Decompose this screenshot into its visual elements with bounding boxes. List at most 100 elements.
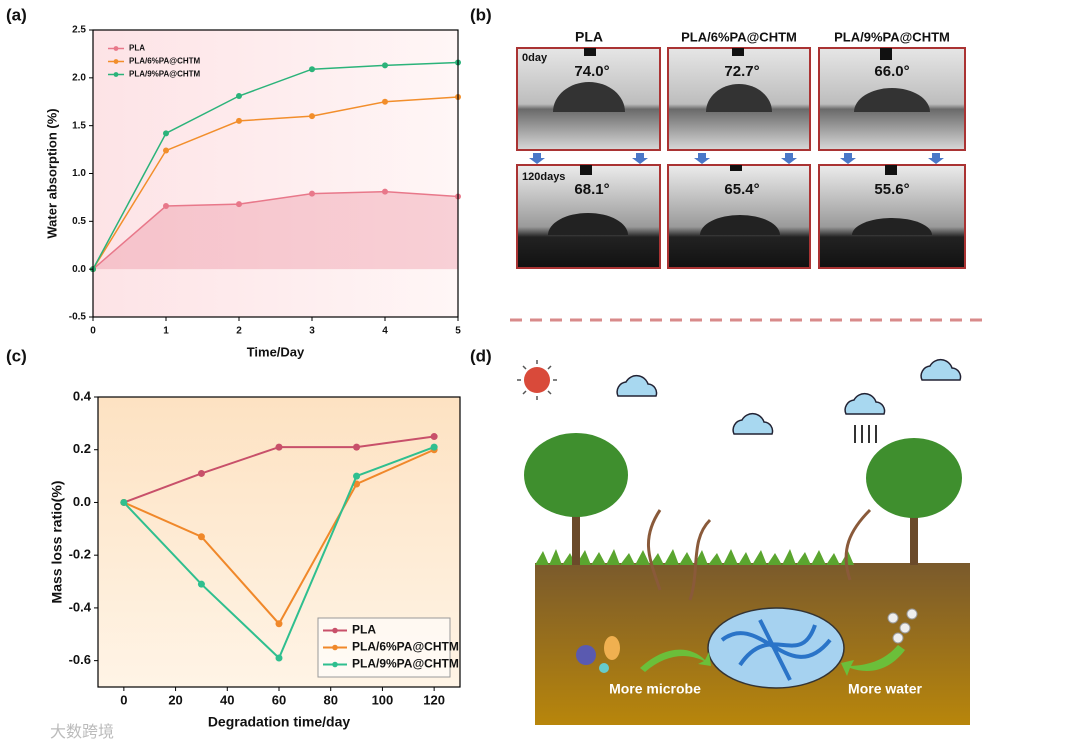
- x-tick-label: 40: [220, 692, 234, 707]
- column-header: PLA/6%PA@CHTM: [681, 29, 797, 44]
- y-axis-label: Mass loss ratio(%): [49, 481, 65, 604]
- x-tick-label: 0: [120, 692, 127, 707]
- polymer-chains: [720, 619, 832, 681]
- needle: [580, 165, 592, 175]
- droplet: [548, 213, 628, 235]
- row-label: 120days: [522, 171, 565, 183]
- charts: 0 1 2 3 4 5 -0.5 0.0 0.5 1.0 1.5 2.0 2.5 Time/Day Wate…: [44, 25, 461, 730]
- y-tick-label: -0.5: [69, 312, 87, 323]
- panel-label: (d): [470, 346, 492, 365]
- y-tick-label: 0.2: [73, 441, 91, 456]
- y-tick-label: -0.6: [69, 652, 91, 667]
- rain: [854, 425, 877, 443]
- angle-label: 74.0°: [574, 63, 609, 80]
- data-point: [163, 147, 169, 154]
- sun: [524, 367, 550, 393]
- data-point: [353, 472, 361, 480]
- row-label: 0day: [522, 52, 548, 64]
- x-tick-label: 5: [455, 326, 461, 337]
- needle: [885, 165, 897, 175]
- angle-label: 66.0°: [874, 63, 909, 80]
- x-tick-label: 120: [423, 692, 445, 707]
- y-tick-label: 0.0: [72, 264, 86, 275]
- legend-marker: [113, 46, 119, 51]
- data-point: [382, 98, 388, 105]
- droplet: [852, 218, 932, 235]
- panel-label: (b): [470, 5, 492, 24]
- y-tick-label: 2.5: [72, 25, 86, 36]
- x-tick-label: 20: [168, 692, 182, 707]
- microbe: [599, 663, 609, 673]
- tree-trunk: [910, 500, 918, 565]
- photo: [818, 164, 966, 269]
- angle-label: 55.6°: [874, 181, 909, 198]
- x-axis-label: Time/Day: [247, 344, 305, 359]
- legend-label: PLA/9%PA@CHTM: [352, 657, 459, 671]
- legend-marker: [113, 72, 119, 77]
- droplet: [553, 82, 625, 112]
- data-point: [382, 62, 388, 69]
- caption: More water: [848, 681, 922, 697]
- angle-label: 65.4°: [724, 181, 759, 198]
- data-point: [120, 498, 128, 506]
- data-point: [197, 469, 205, 477]
- data-point: [275, 654, 283, 662]
- y-tick-label: 1.5: [72, 120, 86, 131]
- needle: [730, 165, 742, 171]
- y-tick-label: 0.0: [73, 494, 91, 509]
- column-header: PLA/9%PA@CHTM: [834, 29, 950, 44]
- x-tick-label: 0: [90, 326, 96, 337]
- sun-rays: [517, 360, 557, 400]
- droplet: [700, 215, 780, 235]
- legend-marker: [332, 644, 338, 651]
- water-drops: [887, 608, 918, 644]
- data-point: [309, 190, 315, 197]
- series-line: [92, 96, 459, 270]
- x-tick-label: 1: [163, 326, 169, 337]
- legend-marker: [332, 661, 338, 668]
- x-tick-label: 80: [323, 692, 337, 707]
- tree-crown: [524, 433, 628, 517]
- microbe: [576, 645, 596, 665]
- data-point: [275, 443, 283, 451]
- data-point: [353, 443, 361, 451]
- data-point: [163, 130, 169, 137]
- data-point: [382, 188, 388, 195]
- area: [93, 191, 458, 270]
- panel-label: (a): [6, 5, 27, 24]
- droplet: [854, 88, 930, 112]
- x-tick-label: 3: [309, 326, 315, 337]
- legend-marker: [113, 59, 119, 64]
- tree-trunk: [572, 500, 580, 565]
- x-tick-label: 2: [236, 326, 242, 337]
- legend-label: PLA/6%PA@CHTM: [352, 640, 459, 654]
- data-point: [236, 117, 242, 124]
- panel-label: (c): [6, 346, 27, 365]
- y-tick-label: 0.4: [73, 388, 92, 403]
- y-axis-label: Water absorption (%): [44, 108, 59, 238]
- arrow: [640, 649, 711, 672]
- photos: [516, 47, 966, 269]
- data-point: [236, 201, 242, 208]
- data-point: [309, 66, 315, 73]
- legend-marker: [332, 627, 338, 634]
- y-tick-label: 1.0: [72, 168, 86, 179]
- microbe: [604, 636, 620, 660]
- data-point: [163, 203, 169, 210]
- data-point: [197, 533, 205, 541]
- legend-label: PLA/9%PA@CHTM: [129, 70, 201, 79]
- watermark: 大数跨境: [50, 722, 114, 741]
- clouds: [616, 358, 962, 435]
- saplings: [646, 508, 872, 601]
- angle-label: 68.1°: [574, 181, 609, 198]
- data-point: [309, 113, 315, 120]
- series-line: [92, 190, 459, 270]
- column-header: PLA: [575, 29, 603, 45]
- x-tick-label: 4: [382, 326, 388, 337]
- caption: More microbe: [609, 681, 701, 697]
- angle-label: 72.7°: [724, 63, 759, 80]
- x-tick-label: 100: [372, 692, 394, 707]
- tree-crown: [866, 438, 962, 518]
- series-line: [92, 61, 459, 270]
